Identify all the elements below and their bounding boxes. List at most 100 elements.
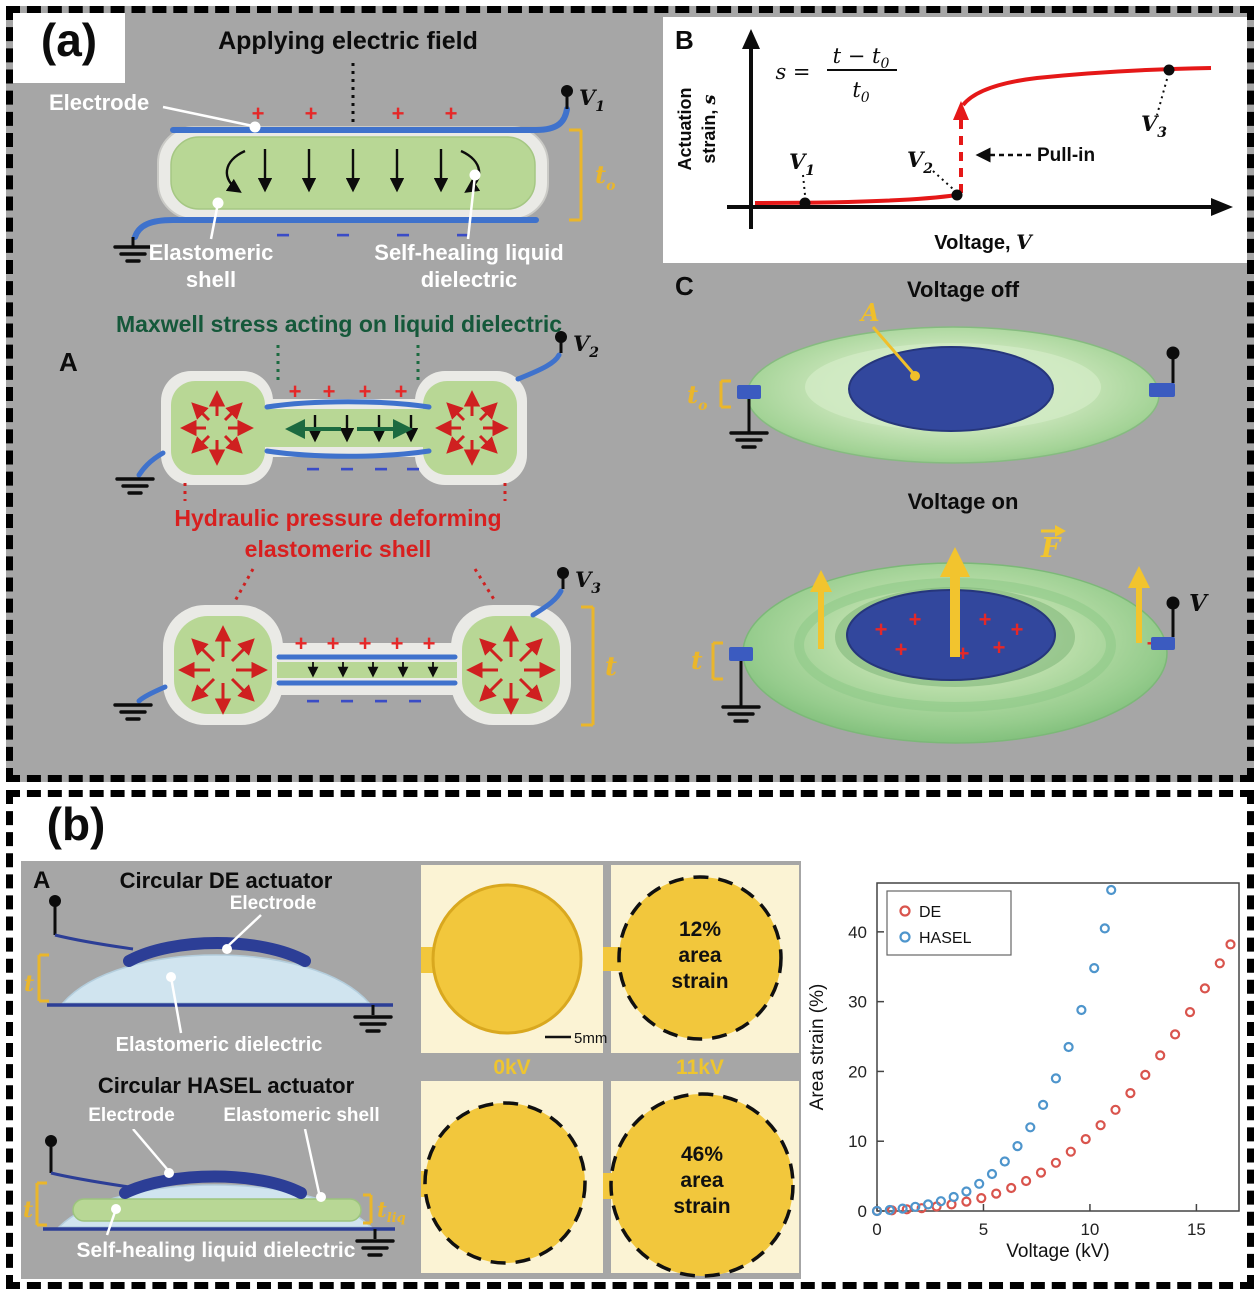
svg-text:−: −	[340, 688, 354, 715]
panel-a: V1 + + + + − − − −	[6, 6, 1254, 782]
scale-bar-label: 5mm	[574, 1030, 607, 1047]
de-legend-label: DE	[919, 904, 941, 921]
x-axis	[727, 198, 1233, 216]
ground-symbol	[113, 237, 153, 263]
hasel-actuator-schematic: t tliq	[23, 1129, 406, 1257]
svg-text:46%: 46%	[681, 1143, 723, 1166]
hydraulic-pressure-arrows	[178, 625, 556, 715]
svg-text:+: +	[909, 607, 922, 632]
svg-text:+: +	[423, 631, 436, 656]
svg-text:0: 0	[872, 1220, 881, 1239]
de-actuator-title: Circular DE actuator	[119, 868, 333, 893]
svg-text:area: area	[680, 1169, 724, 1192]
voltage-11kv-label: 11kV	[676, 1056, 724, 1079]
electrode-label: Electrode	[49, 90, 150, 115]
svg-text:5: 5	[979, 1220, 988, 1239]
chart-x-label: Voltage (kV)	[1006, 1241, 1110, 1262]
ground-symbol	[355, 1239, 395, 1257]
pull-in-graph: B s = t − t0 t0 Actuation strain, s Volt…	[675, 25, 1233, 254]
t-bracket: t	[581, 605, 617, 727]
voltage-pin	[1166, 346, 1180, 360]
v1-pin	[561, 85, 573, 97]
svg-text:10: 10	[1080, 1220, 1099, 1239]
panel-c-tag: C	[675, 271, 694, 301]
ground-symbol	[115, 477, 155, 495]
graph-b-tag: B	[675, 25, 694, 55]
hasel-legend-marker	[899, 931, 911, 943]
liquid-dielectric-label: Self-healing liquid dielectric	[76, 1239, 356, 1262]
ground-symbol	[113, 703, 153, 721]
voltage-on-title: Voltage on	[908, 489, 1019, 514]
svg-text:−: −	[406, 456, 420, 483]
minus-charge: −	[456, 222, 470, 249]
scatter-points	[871, 884, 1236, 1217]
marker-a: A	[59, 347, 78, 377]
ground-symbol	[729, 431, 769, 449]
svg-text:15: 15	[1187, 1220, 1206, 1239]
y-axis-label2: strain, s	[699, 94, 720, 163]
svg-text:strain: strain	[673, 1195, 730, 1218]
force-arrows	[810, 547, 1150, 657]
v2-label: V2	[573, 331, 599, 361]
de-actuator-schematic: t Electrode Elastomeric dielectric	[24, 893, 393, 1056]
actuator-comparison-panel: A Circular DE actuator t Electrode	[21, 861, 801, 1279]
svg-text:t0: t0	[852, 78, 869, 106]
svg-text:+: +	[1011, 617, 1024, 642]
svg-text:+: +	[993, 635, 1006, 660]
svg-text:12%: 12%	[679, 918, 721, 941]
svg-text:0: 0	[858, 1202, 867, 1221]
plus-charge: +	[392, 101, 405, 126]
svg-text:40: 40	[848, 923, 867, 942]
maxwell-title: Maxwell stress acting on liquid dielectr…	[115, 311, 563, 337]
schematic-full-actuation: + + + + + − − − −	[113, 567, 617, 727]
svg-text:+: +	[289, 379, 302, 404]
force-label: F	[1040, 533, 1062, 564]
v1-point	[799, 197, 811, 209]
v1-tick-label: V1	[789, 149, 815, 179]
svg-text:−: −	[306, 688, 320, 715]
t-bracket: t	[691, 641, 723, 681]
de-legend-marker	[899, 905, 911, 917]
svg-text:t − t0: t − t0	[833, 44, 890, 72]
actuator-photos: 5mm 12% area strain 0kV 11kV 46% area st…	[421, 865, 799, 1278]
chart-ticks: 0 5 10 15 0 10 20 30 40	[848, 923, 1206, 1239]
plus-charge: +	[305, 101, 318, 126]
v-label: V	[1189, 590, 1209, 617]
v3-point	[1163, 64, 1175, 76]
t0-bracket: to	[569, 128, 615, 222]
chart-y-label: Area strain (%)	[807, 984, 828, 1111]
strain-chart-box: 0 5 10 15 0 10 20 30 40 DE HASEL Voltage (kV) Ar…	[805, 861, 1247, 1279]
elastomeric-dielectric-label: Elastomeric dielectric	[116, 1034, 323, 1056]
area-label: A	[859, 298, 880, 327]
ground-symbol	[353, 1015, 393, 1033]
svg-text:20: 20	[848, 1062, 867, 1081]
hasel-actuator-title: Circular HASEL actuator	[97, 1073, 355, 1098]
marker-a: A	[33, 867, 51, 894]
svg-text:+: +	[875, 617, 888, 642]
voltage-off-title: Voltage off	[907, 277, 1020, 302]
svg-text:s =: s =	[775, 60, 810, 84]
y-axis	[742, 29, 760, 229]
schematic-flat-pouch: V1 + + + + − − − −	[113, 63, 615, 263]
electric-field-arrows	[307, 662, 439, 678]
svg-text:+: +	[327, 631, 340, 656]
svg-text:+: +	[395, 379, 408, 404]
svg-text:+: +	[979, 607, 992, 632]
area-strain-chart: 0 5 10 15 0 10 20 30 40 DE HASEL Voltage (kV) Ar…	[807, 882, 1240, 1262]
voltage-pin	[1166, 596, 1180, 610]
liquid-dielectric-label: Self-healing liquid dielectric	[374, 240, 564, 292]
tliq-bracket: tliq	[363, 1193, 406, 1226]
svg-text:30: 30	[848, 993, 867, 1012]
t-label: t	[23, 1197, 33, 1223]
v2-pin	[555, 331, 567, 343]
svg-text:−: −	[374, 456, 388, 483]
t0-bracket: to	[687, 379, 731, 414]
x-axis-label: Voltage, V	[934, 230, 1034, 254]
v1-label: V1	[579, 85, 605, 115]
t-label: t	[691, 646, 703, 675]
photo-de-11kv: 12% area strain	[603, 875, 783, 1041]
donut-actuator-on: + + + + + + + + F t	[691, 525, 1209, 744]
graph-b-box: B s = t − t0 t0 Actuation strain, s Volt…	[663, 17, 1247, 263]
photo-hasel-11kv: 46% area strain	[603, 1092, 795, 1278]
donut-actuator-off: A to	[687, 298, 1180, 464]
